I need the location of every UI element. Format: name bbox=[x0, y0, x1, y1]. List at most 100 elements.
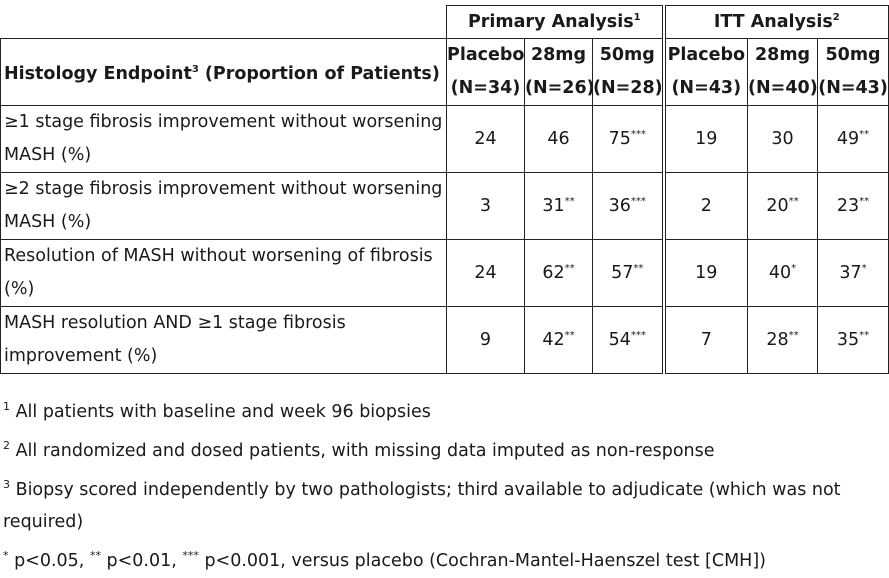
cell-value: 54 bbox=[608, 330, 631, 350]
endpoint-header-ref: 3 bbox=[191, 64, 199, 76]
cell-value: 30 bbox=[771, 129, 794, 149]
endpoint-column-header: Histology Endpoint3 (Proportion of Patie… bbox=[0, 38, 447, 106]
significance-marker: *** bbox=[630, 129, 646, 141]
column-n-label: (N=40) bbox=[748, 78, 818, 98]
primary-analysis-header: Primary Analysis1 bbox=[445, 5, 665, 39]
value-cell: 54*** bbox=[591, 306, 665, 374]
cell-value: 9 bbox=[479, 330, 492, 350]
column-n-label: (N=26) bbox=[525, 78, 595, 98]
cell-value: 23 bbox=[836, 196, 860, 216]
column-dose-label: Placebo bbox=[447, 45, 525, 65]
cell-value: 24 bbox=[474, 129, 497, 149]
significance-marker: ** bbox=[564, 263, 575, 275]
significance-mark: *** bbox=[182, 549, 199, 563]
cell-value: 19 bbox=[695, 263, 718, 283]
value-cell: 23** bbox=[817, 172, 889, 240]
value-cell: 20** bbox=[747, 172, 819, 240]
itt-analysis-ref: 2 bbox=[832, 12, 840, 24]
significance-text: p<0.001, versus placebo (Cochran-Mantel-… bbox=[198, 551, 766, 572]
value-cell: 2 bbox=[661, 172, 749, 240]
value-cell: 75*** bbox=[591, 105, 665, 173]
significance-marker: ** bbox=[564, 330, 575, 342]
value-cell: 35** bbox=[817, 306, 889, 374]
table-row: ≥1 stage fibrosis improvement without wo… bbox=[0, 105, 889, 173]
blank-corner-cell bbox=[0, 5, 447, 39]
page: Primary Analysis1 ITT Analysis2 Histolog… bbox=[0, 5, 889, 571]
significance-marker: ** bbox=[859, 196, 870, 208]
column-header: Placebo (N=43) bbox=[661, 38, 749, 106]
footnote-list: 1 All patients with baseline and week 96… bbox=[3, 390, 887, 539]
column-header-row: Histology Endpoint3 (Proportion of Patie… bbox=[0, 38, 889, 106]
significance-marker: ** bbox=[788, 330, 799, 342]
significance-mark: * bbox=[3, 549, 9, 563]
column-dose-label: 28mg bbox=[754, 45, 811, 65]
value-cell: 9 bbox=[446, 306, 525, 374]
value-cell: 49** bbox=[817, 105, 889, 173]
footnote-text: All randomized and dosed patients, with … bbox=[10, 440, 715, 461]
significance-marker: * bbox=[861, 263, 867, 275]
histology-results-table: Primary Analysis1 ITT Analysis2 Histolog… bbox=[0, 5, 889, 374]
column-header: Placebo (N=34) bbox=[446, 38, 525, 106]
footnote: 2 All randomized and dosed patients, wit… bbox=[3, 429, 887, 468]
primary-analysis-ref: 1 bbox=[633, 12, 641, 24]
value-cell: 36*** bbox=[591, 172, 665, 240]
cell-value: 20 bbox=[766, 196, 789, 216]
value-cell: 62** bbox=[524, 239, 593, 307]
cell-value: 75 bbox=[608, 129, 631, 149]
value-cell: 31** bbox=[524, 172, 593, 240]
cell-value: 42 bbox=[542, 330, 565, 350]
column-n-label: (N=43) bbox=[818, 78, 888, 98]
table-row: ≥2 stage fibrosis improvement without wo… bbox=[0, 172, 889, 240]
cell-value: 40 bbox=[768, 263, 792, 283]
significance-note: * p<0.05, ** p<0.01, *** p<0.001, versus… bbox=[3, 539, 887, 578]
primary-analysis-label: Primary Analysis bbox=[467, 12, 634, 32]
value-cell: 57** bbox=[591, 239, 665, 307]
significance-marker: ** bbox=[859, 330, 870, 342]
column-header: 28mg (N=40) bbox=[747, 38, 819, 106]
table-body: ≥1 stage fibrosis improvement without wo… bbox=[0, 105, 889, 374]
endpoint-cell: ≥1 stage fibrosis improvement without wo… bbox=[0, 105, 447, 173]
cell-value: 57 bbox=[611, 263, 634, 283]
column-n-label: (N=43) bbox=[671, 78, 742, 98]
column-dose-label: Placebo bbox=[667, 45, 745, 65]
value-cell: 37* bbox=[817, 239, 889, 307]
endpoint-cell: ≥2 stage fibrosis improvement without wo… bbox=[0, 172, 447, 240]
column-header: 50mg (N=43) bbox=[817, 38, 889, 106]
cell-value: 3 bbox=[479, 196, 492, 216]
value-cell: 3 bbox=[446, 172, 525, 240]
itt-analysis-label: ITT Analysis bbox=[713, 12, 833, 32]
cell-value: 49 bbox=[836, 129, 860, 149]
significance-text: p<0.01, bbox=[100, 551, 183, 572]
column-n-label: (N=34) bbox=[450, 78, 521, 98]
footnotes: 1 All patients with baseline and week 96… bbox=[3, 390, 887, 578]
footnote-mark: 2 bbox=[3, 438, 10, 452]
itt-analysis-header: ITT Analysis2 bbox=[661, 5, 889, 39]
cell-value: 35 bbox=[836, 330, 860, 350]
cell-value: 7 bbox=[700, 330, 712, 350]
value-cell: 19 bbox=[661, 239, 749, 307]
value-cell: 28** bbox=[747, 306, 819, 374]
column-header: 50mg (N=28) bbox=[591, 38, 665, 106]
cell-value: 36 bbox=[608, 196, 631, 216]
cell-value: 2 bbox=[700, 196, 712, 216]
footnote: 3 Biopsy scored independently by two pat… bbox=[3, 468, 887, 540]
endpoint-header-label: Histology Endpoint bbox=[4, 63, 192, 84]
column-dose-label: 50mg bbox=[825, 45, 881, 65]
significance-marker: ** bbox=[633, 263, 644, 275]
column-n-label: (N=28) bbox=[593, 78, 663, 98]
significance-marker: *** bbox=[630, 196, 646, 208]
endpoint-cell: MASH resolution AND ≥1 stage fibrosis im… bbox=[0, 306, 447, 374]
footnote-text: Biopsy scored independently by two patho… bbox=[3, 479, 841, 533]
significance-marker: ** bbox=[564, 196, 575, 208]
column-dose-label: 28mg bbox=[530, 45, 587, 65]
table-row: MASH resolution AND ≥1 stage fibrosis im… bbox=[0, 306, 889, 374]
value-cell: 30 bbox=[747, 105, 819, 173]
significance-marker: ** bbox=[859, 129, 870, 141]
value-cell: 46 bbox=[524, 105, 593, 173]
footnote-mark: 3 bbox=[3, 477, 10, 491]
significance-text: p<0.05, bbox=[8, 551, 90, 572]
value-cell: 24 bbox=[446, 105, 525, 173]
significance-marker: ** bbox=[788, 196, 799, 208]
cell-value: 19 bbox=[695, 129, 718, 149]
endpoint-cell: Resolution of MASH without worsening of … bbox=[0, 239, 447, 307]
